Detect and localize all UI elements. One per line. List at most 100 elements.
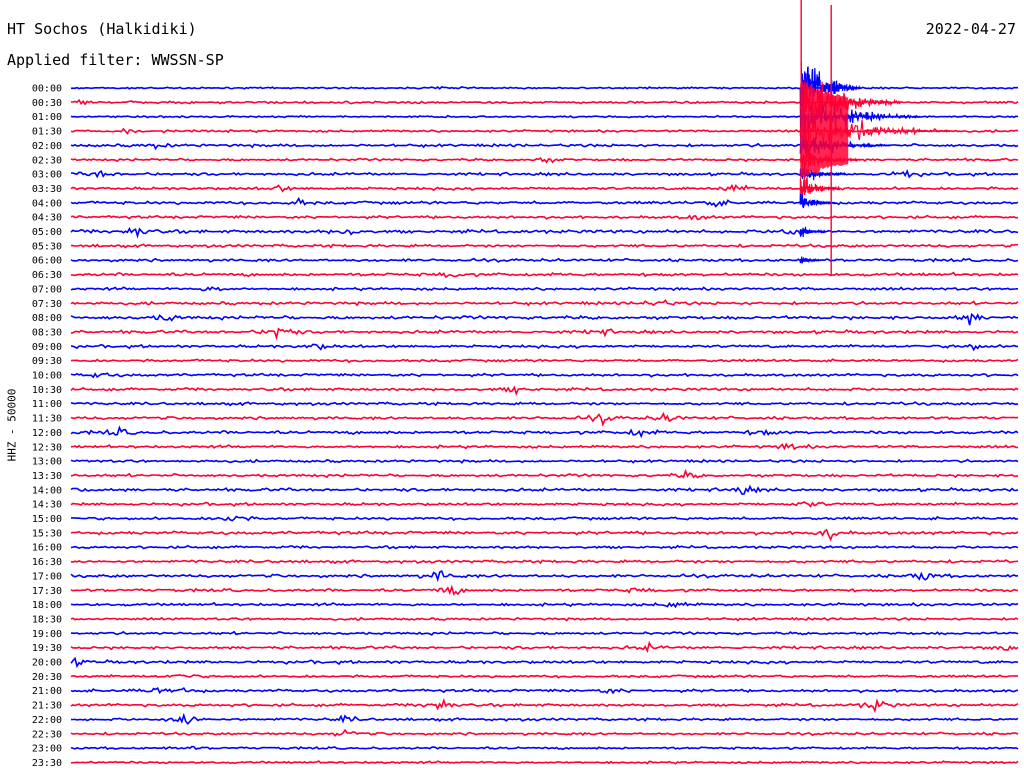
trace-line-1130	[70, 411, 1019, 428]
row-time-label: 09:30	[32, 356, 62, 367]
row-time-label: 12:00	[32, 428, 62, 439]
row-time-label: 18:30	[32, 614, 62, 625]
row-time-label: 19:30	[32, 643, 62, 654]
main-quake-trace	[799, 61, 861, 138]
row-time-label: 04:30	[32, 213, 62, 224]
row-time-label: 11:30	[32, 414, 62, 425]
row-time-label: 01:30	[32, 127, 62, 138]
row-time-label: 20:30	[32, 672, 62, 683]
station-title: HT Sochos (Halkidiki)	[7, 20, 197, 38]
trace-line-0800	[70, 312, 1019, 326]
main-quake-trace	[799, 256, 821, 264]
trace-line-2030	[70, 673, 1019, 679]
main-quake-trace	[799, 226, 826, 238]
trace-line-1100	[70, 401, 1019, 407]
trace-line-0700	[70, 286, 1019, 292]
row-time-label: 13:00	[32, 457, 62, 468]
trace-line-0400	[70, 196, 1019, 208]
row-time-label: 03:30	[32, 184, 62, 195]
trace-line-0000	[70, 85, 1018, 90]
row-time-label: 12:30	[32, 442, 62, 453]
trace-line-0900	[70, 343, 1018, 352]
row-time-label: 20:00	[32, 658, 62, 669]
trace-line-0730	[70, 299, 1019, 307]
row-time-label: 22:00	[32, 715, 62, 726]
trace-line-2000	[70, 656, 1019, 668]
row-time-label: 23:30	[32, 758, 62, 769]
row-time-label: 15:30	[32, 528, 62, 539]
trace-line-2300	[70, 745, 1019, 751]
row-time-label: 18:00	[32, 600, 62, 611]
filter-label: Applied filter: WWSSN-SP	[7, 51, 224, 69]
trace-line-0430	[70, 214, 1019, 221]
row-time-label: 09:00	[32, 342, 62, 353]
trace-line-0330	[70, 183, 1019, 193]
main-quake-trace	[799, 193, 836, 209]
trace-line-0230	[70, 157, 1019, 164]
row-time-label: 10:00	[32, 371, 62, 382]
row-time-label: 21:30	[32, 701, 62, 712]
row-time-label: 14:30	[32, 500, 62, 511]
row-time-label: 10:30	[32, 385, 62, 396]
trace-line-0530	[70, 243, 1019, 249]
trace-line-1830	[70, 616, 1019, 622]
trace-line-0630	[70, 271, 1019, 279]
row-time-label: 00:00	[32, 84, 62, 95]
trace-line-2130	[70, 697, 1019, 714]
row-time-label: 08:30	[32, 327, 62, 338]
trace-line-1730	[70, 584, 1019, 596]
row-time-label: 08:00	[32, 313, 62, 324]
main-quake-trace	[799, 175, 841, 205]
row-time-label: 17:00	[32, 571, 62, 582]
row-time-label: 19:00	[32, 629, 62, 640]
main-quake-fill	[800, 77, 849, 185]
trace-line-1230	[71, 442, 1019, 451]
trace-line-1600	[70, 544, 1019, 550]
main-quake-trace	[799, 165, 846, 181]
row-time-label: 22:30	[32, 729, 62, 740]
trace-line-1200	[70, 425, 1019, 439]
trace-line-1400	[70, 484, 1019, 495]
row-time-label: 21:00	[32, 686, 62, 697]
row-time-label: 01:00	[32, 112, 62, 123]
row-time-label: 16:00	[32, 543, 62, 554]
row-time-label: 14:00	[32, 485, 62, 496]
row-time-label: 02:30	[32, 155, 62, 166]
row-time-label: 16:30	[32, 557, 62, 568]
row-time-label: 05:00	[32, 227, 62, 238]
trace-line-1800	[70, 601, 1019, 609]
row-time-label: 06:30	[32, 270, 62, 281]
trace-line-2100	[70, 686, 1019, 695]
trace-line-0830	[70, 327, 1019, 341]
trace-line-0600	[70, 257, 1019, 263]
trace-line-0300	[70, 168, 1019, 179]
row-time-label: 11:00	[32, 399, 62, 410]
row-time-label: 17:30	[32, 586, 62, 597]
trace-line-1000	[70, 372, 1019, 379]
trace-line-1030	[70, 385, 1019, 397]
trace-line-1500	[70, 515, 1019, 522]
trace-line-1630	[70, 558, 1019, 565]
row-time-label: 07:30	[32, 299, 62, 310]
trace-line-1900	[70, 630, 1019, 636]
row-time-label: 04:00	[32, 198, 62, 209]
row-time-label: 03:00	[32, 170, 62, 181]
row-time-label: 23:00	[32, 744, 62, 755]
trace-line-1330	[70, 468, 1019, 479]
trace-line-2230	[70, 728, 1019, 738]
row-time-label: 00:30	[32, 98, 62, 109]
trace-line-2200	[70, 712, 1019, 726]
trace-line-0930	[70, 358, 1019, 364]
trace-line-0200	[70, 142, 1019, 151]
trace-line-2330	[70, 760, 1019, 765]
trace-line-1930	[70, 640, 1019, 653]
row-time-label: 13:30	[32, 471, 62, 482]
row-time-label: 15:00	[32, 514, 62, 525]
row-time-label: 07:00	[32, 284, 62, 295]
row-time-label: 02:00	[32, 141, 62, 152]
trace-line-0500	[70, 227, 1019, 239]
trace-line-1530	[70, 528, 1019, 542]
trace-line-0100	[70, 114, 1019, 119]
trace-line-1700	[70, 569, 1019, 583]
